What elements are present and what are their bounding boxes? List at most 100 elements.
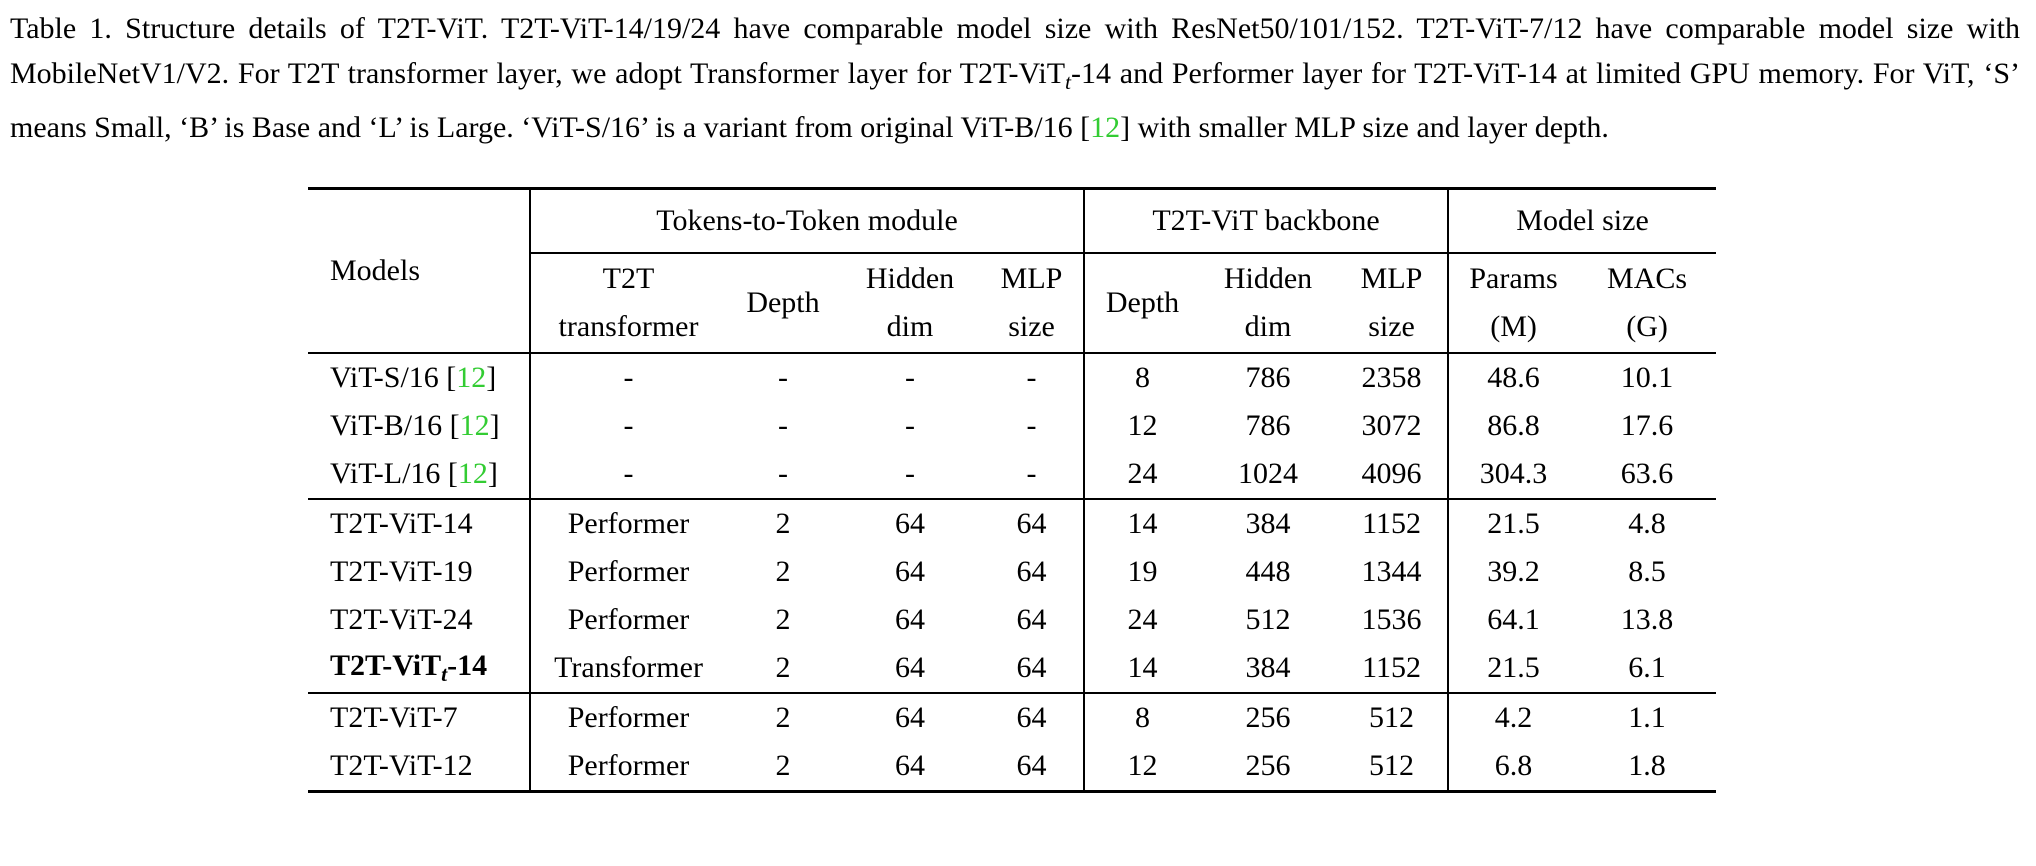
backbone-hidden-dim-cell: 384 [1200,498,1337,548]
macs-header: MACs (G) [1607,262,1688,343]
macs-cell: 4.8 [1578,498,1717,548]
backbone-depth-header: Depth [1105,286,1180,319]
t2t-depth-cell: 2 [726,692,840,742]
backbone-depth-cell: 24 [1127,603,1158,636]
backbone-depth-cell: 12 [1127,409,1158,442]
macs-cell: 17.6 [1620,409,1674,442]
t2t-hidden-dim-cell: - [840,352,980,402]
t2t-transformer-cell: Performer [530,692,726,742]
backbone-depth-cell: 14 [1127,651,1158,684]
table-row: ViT-S/16 [12] - - - -8 786 2358 48.6 10.1 [308,352,1717,402]
t2t-mlp-size-cell: 64 [980,742,1086,793]
t2t-transformer-cell: Performer [567,555,690,588]
model-name: T2T-ViT-7 [308,692,531,742]
citation-link[interactable]: 12 [457,457,488,490]
backbone-depth-cell: 8 [1084,692,1201,742]
params-cell: 64.1 [1487,603,1540,636]
params-cell: 4.2 [1448,692,1579,742]
backbone-header: T2T-ViT backbone [1084,187,1450,254]
macs-cell: 6.1 [1628,651,1666,684]
backbone-mlp-size-cell: 1344 [1336,548,1450,596]
t2t-transformer-header: T2T transformer [558,262,699,343]
citation-link[interactable]: 12 [456,361,487,394]
macs-cell: 1.8 [1578,742,1717,793]
header-group-row: Models Tokens-to-Token module T2T-ViT ba… [308,187,1717,353]
t2t-transformer-cell: - [623,409,634,442]
table-row: T2T-ViT-7 Performer 2 64 64 8 256 512 4.2 1.1 [308,692,1717,742]
citation-link[interactable]: 12 [1090,111,1121,145]
table-row: T2T-ViT-19 Performer 2 64 64 19 448 1344 39.2 8.5 [308,548,1716,596]
t2t-mlp-size-header: MLP size [980,253,1086,353]
t2t-depth-header: Depth [746,286,820,319]
params-cell: 21.5 [1487,651,1540,684]
backbone-hidden-dim-cell: 1024 [1238,457,1299,490]
t2t-transformer-cell: Transformer [554,651,703,684]
table-row: ViT-B/16 [12] - - - - 12 786 3072 86.8 17.6 [308,402,1716,450]
backbone-mlp-size-cell: 512 [1336,692,1450,742]
t2t-mlp-size-cell: 64 [980,692,1086,742]
model-name: ViT-B/16 [12] [308,402,531,450]
t2t-mlp-size-cell: - [980,352,1086,402]
table-row: T2T-ViT-12 Performer 2 64 64 12 256 512 6.8 1.8 [308,742,1717,793]
model-name: T2T-ViT-12 [308,742,531,793]
model-name: ViT-L/16 [12] [308,450,531,499]
t2t-hidden-dim-cell: 64 [895,603,925,636]
model-name: T2T-ViT-14 [308,498,531,548]
t2t-transformer-cell: Performer [567,603,690,636]
caption-text: Structure details of T2T-ViT. T2T-ViT-14… [10,12,2020,90]
backbone-hidden-dim-cell: 512 [1245,603,1291,636]
model-size-header: Model size [1448,187,1717,254]
t2t-depth-cell: - [726,352,840,402]
t2t-module-header: Tokens-to-Token module [530,187,1086,254]
backbone-hidden-dim-header: Hidden dim [1223,262,1313,343]
t2t-mlp-size-cell: - [980,402,1086,450]
t2t-mlp-size-cell: 64 [980,548,1086,596]
backbone-mlp-size-cell: 512 [1336,742,1450,793]
backbone-mlp-size-cell: 1536 [1336,596,1450,644]
backbone-mlp-size-cell: 3072 [1336,402,1450,450]
t2t-hidden-dim-cell: 64 [895,555,925,588]
backbone-mlp-size-cell: 1152 [1336,498,1450,548]
macs-cell: 10.1 [1578,352,1717,402]
caption-label: Table 1. [10,12,112,45]
model-name: ViT-S/16 [12] [308,352,531,402]
t2t-depth-cell: 2 [726,742,840,793]
table-caption: Table 1. Structure details of T2T-ViT. T… [10,6,2020,150]
caption-text-2: -14 and Performer layer for T2T-ViT-14 a… [10,57,2020,145]
t2t-transformer-cell: - [530,352,726,402]
t2t-vit-group: T2T-ViT-14 Performer 2 64 64 14 384 1152 21.5 4.8… [308,498,1717,693]
backbone-hidden-dim-cell: 384 [1245,651,1291,684]
structure-table: Models Tokens-to-Token module T2T-ViT ba… [308,187,1717,793]
header-column-row: T2T transformer Depth Hidden dim MLP size D… [308,253,1716,353]
model-name: T2T-ViT-19 [308,548,531,596]
t2t-hidden-dim-cell: 64 [840,498,980,548]
backbone-hidden-dim-cell: 786 [1245,409,1291,442]
backbone-mlp-size-header: MLP size [1336,253,1450,353]
table-row: T2T-ViT-14 Performer 2 64 64 14 384 1152 21.5 4.8 [308,498,1717,548]
t2t-vit-small-group: T2T-ViT-7 Performer 2 64 64 8 256 512 4.2 1.1 T2T-… [308,692,1717,793]
backbone-mlp-size-cell: 2358 [1336,352,1450,402]
t2t-transformer-cell: Performer [530,742,726,793]
params-cell: 21.5 [1448,498,1579,548]
backbone-hidden-dim-cell: 256 [1200,742,1337,793]
params-cell: 48.6 [1448,352,1579,402]
models-header: Models [308,187,531,353]
macs-cell: 8.5 [1628,555,1666,588]
citation-link[interactable]: 12 [459,409,490,442]
backbone-depth-cell: 19 [1127,555,1158,588]
t2t-mlp-size-cell: 64 [980,596,1086,644]
params-cell: 6.8 [1448,742,1579,793]
model-name: T2T-ViT-24 [308,596,531,644]
backbone-depth-cell: 12 [1084,742,1201,793]
backbone-mlp-size-cell: 1152 [1336,644,1450,693]
params-header: Params (M) [1469,262,1558,343]
backbone-hidden-dim-cell: 448 [1245,555,1291,588]
t2t-depth-cell: - [778,409,788,442]
t2t-depth-cell: - [778,457,788,490]
t2t-transformer-cell: - [623,457,634,490]
t2t-depth-cell: 2 [775,651,791,684]
macs-cell: 13.8 [1620,603,1674,636]
t2t-mlp-size-cell: 64 [980,644,1086,693]
t2t-depth-cell: 2 [726,498,840,548]
t2t-depth-cell: 2 [775,603,791,636]
